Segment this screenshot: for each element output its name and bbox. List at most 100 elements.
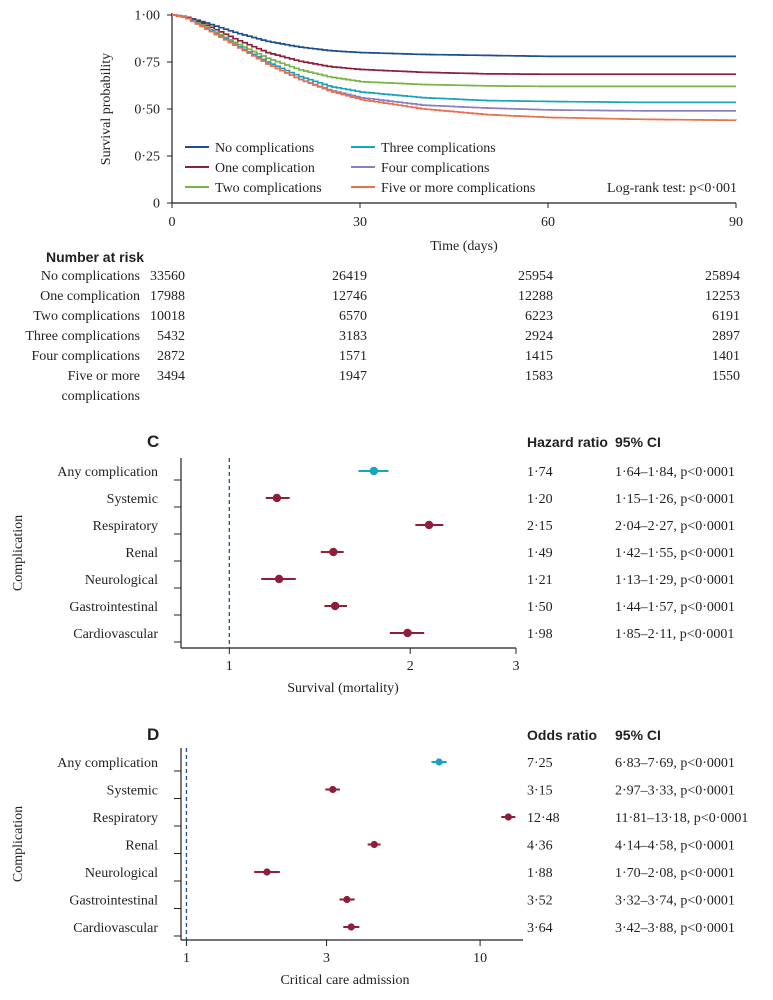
estimate-value: 4·36 xyxy=(527,839,553,854)
ci-value: 3·32–3·74, p<0·0001 xyxy=(615,894,735,909)
ci-header: 95% CI xyxy=(615,727,661,743)
risk-count: 3183 xyxy=(339,329,367,344)
number-at-risk-table: Number at risk No complications 33560 26419… xyxy=(25,249,740,404)
survival-curve xyxy=(172,14,736,112)
x-tick-label: 30 xyxy=(353,215,367,230)
ci-value: 2·97–3·33, p<0·0001 xyxy=(615,784,735,799)
row-label: Systemic xyxy=(107,492,158,507)
estimate-value: 1·50 xyxy=(527,600,553,615)
row-label: Gastrointestinal xyxy=(69,600,158,615)
point-estimate xyxy=(329,547,338,557)
point-estimate xyxy=(347,923,355,931)
estimate-value: 7·25 xyxy=(527,756,553,771)
point-estimate xyxy=(274,574,284,584)
x-tick-label: 10 xyxy=(473,951,487,966)
estimate-value: 1·88 xyxy=(527,866,553,881)
row-label: Cardiovascular xyxy=(73,627,158,642)
row-label: Gastrointestinal xyxy=(69,894,158,909)
risk-count: 3494 xyxy=(157,369,185,384)
point-estimate xyxy=(369,466,379,476)
forest-plot-d: D Odds ratio 95% CI Complication 1 3 10 Critica… xyxy=(11,725,748,988)
risk-count: 25894 xyxy=(705,269,740,284)
y-axis-title: Complication xyxy=(11,806,26,882)
point-estimate xyxy=(330,601,340,611)
risk-row-label: Two complications xyxy=(33,309,140,324)
risk-count: 6570 xyxy=(339,309,367,324)
ci-value: 1·64–1·84, p<0·0001 xyxy=(615,465,735,480)
risk-table-heading: Number at risk xyxy=(46,249,144,265)
risk-row-label: No complications xyxy=(41,269,140,284)
row-label: Systemic xyxy=(107,784,158,799)
survival-curve xyxy=(172,14,736,76)
y-tick-label: 0·75 xyxy=(134,56,160,71)
estimate-value: 3·64 xyxy=(527,921,553,936)
point-estimate xyxy=(435,758,443,766)
ci-value: 1·13–1·29, p<0·0001 xyxy=(615,573,735,588)
risk-count: 2872 xyxy=(157,349,185,364)
ci-value: 1·85–2·11, p<0·0001 xyxy=(615,627,734,642)
ci-value: 1·44–1·57, p<0·0001 xyxy=(615,600,735,615)
risk-count: 17988 xyxy=(150,289,185,304)
risk-count: 5432 xyxy=(157,329,185,344)
ci-value: 1·15–1·26, p<0·0001 xyxy=(615,492,735,507)
risk-count: 2924 xyxy=(525,329,553,344)
risk-count: 33560 xyxy=(150,269,185,284)
risk-count: 26419 xyxy=(332,269,367,284)
ci-value: 1·42–1·55, p<0·0001 xyxy=(615,546,735,561)
x-tick-label: 1 xyxy=(183,951,190,966)
x-axis-title: Critical care admission xyxy=(280,973,409,988)
risk-count: 10018 xyxy=(150,309,185,324)
survival-curve xyxy=(172,14,737,122)
x-tick-label: 0 xyxy=(169,215,176,230)
risk-count: 12253 xyxy=(705,289,740,304)
x-tick-label: 90 xyxy=(729,215,743,230)
survival-curve-chart: 0 0·25 0·50 0·75 1·00 0 30 60 90 Time (days) Survi… xyxy=(99,9,743,255)
risk-row-label: complications xyxy=(61,389,140,404)
y-tick-label: 0·25 xyxy=(134,150,160,165)
x-tick-label: 3 xyxy=(323,951,330,966)
ci-value: 4·14–4·58, p<0·0001 xyxy=(615,839,735,854)
estimate-value: 1·21 xyxy=(527,573,553,588)
legend-label: Three complications xyxy=(381,141,496,156)
y-axis-title: Survival probability xyxy=(99,53,114,165)
survival-curve xyxy=(172,14,736,88)
risk-count: 25954 xyxy=(518,269,553,284)
y-axis-title: Complication xyxy=(11,515,26,591)
estimate-value: 3·52 xyxy=(527,894,553,909)
point-estimate xyxy=(504,813,512,821)
risk-row-label: Three complications xyxy=(25,329,140,344)
estimate-value: 12·48 xyxy=(527,811,560,826)
point-estimate xyxy=(370,840,378,849)
risk-count: 12288 xyxy=(518,289,553,304)
row-label: Renal xyxy=(125,839,158,854)
row-label: Any complication xyxy=(57,756,158,771)
estimate-value: 1·49 xyxy=(527,546,553,561)
estimate-value: 2·15 xyxy=(527,519,553,534)
row-label: Neurological xyxy=(85,573,158,588)
point-estimate xyxy=(424,520,434,530)
risk-row-label: Four complications xyxy=(32,349,141,364)
panel-label: D xyxy=(147,725,159,744)
x-axis-title: Time (days) xyxy=(430,239,498,254)
legend-label: One complication xyxy=(215,161,315,176)
risk-count: 1401 xyxy=(712,349,740,364)
risk-count: 1947 xyxy=(339,369,367,384)
point-estimate xyxy=(263,868,271,876)
legend-label: No complications xyxy=(215,141,314,156)
ci-value: 6·83–7·69, p<0·0001 xyxy=(615,756,735,771)
risk-count: 1583 xyxy=(525,369,553,384)
survival-curve xyxy=(172,14,736,58)
row-label: Respiratory xyxy=(93,519,158,534)
x-tick-label: 1 xyxy=(226,659,233,674)
row-label: Cardiovascular xyxy=(73,921,158,936)
x-tick-label: 60 xyxy=(541,215,555,230)
legend-label: Two complications xyxy=(215,181,322,196)
ci-value: 11·81–13·18, p<0·0001 xyxy=(615,811,748,826)
row-label: Any complication xyxy=(57,465,158,480)
estimate-value: 1·98 xyxy=(527,627,553,642)
point-estimate xyxy=(403,628,412,638)
x-tick-label: 2 xyxy=(407,659,414,674)
risk-count: 6223 xyxy=(525,309,553,324)
risk-count: 1571 xyxy=(339,349,367,364)
